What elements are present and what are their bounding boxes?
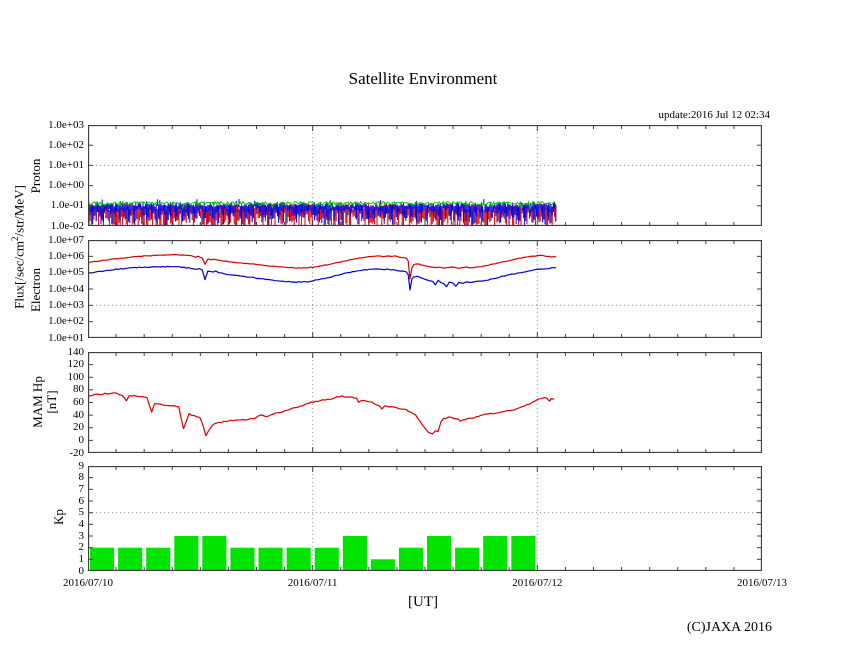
kp-bar [370, 559, 395, 570]
panel-border [88, 240, 762, 338]
proton-green-series [88, 200, 556, 211]
kp-ytick-label: 1 [78, 552, 85, 565]
kp-bar [146, 547, 171, 570]
mam-ytick-label: 100 [67, 370, 85, 383]
kp-bar [427, 536, 452, 570]
mam-ytick-label: 80 [73, 383, 84, 396]
kp-bar [230, 547, 255, 570]
proton-ytick-label: 1.0e+03 [48, 118, 84, 131]
kp-ytick-label: 2 [78, 541, 85, 554]
kp-bar [398, 547, 423, 570]
kp-bar [118, 547, 143, 570]
kp-ytick-label: 3 [78, 529, 85, 542]
proton-ytick-label: 1.0e+01 [48, 158, 84, 171]
kp-bar [258, 547, 283, 570]
kp-bar [174, 536, 199, 570]
kp-ytick-label: 5 [78, 506, 85, 519]
kp-bar [90, 547, 115, 570]
electron-ytick-label: 1.0e+02 [48, 315, 84, 328]
update-timestamp: update:2016 Jul 12 02:34 [658, 109, 770, 121]
electron-ytick-label: 1.0e+06 [48, 249, 84, 262]
kp-bar [202, 536, 227, 570]
electron-ytick-label: 1.0e+07 [48, 233, 84, 246]
kp-bar [342, 536, 367, 570]
mam-ytick-label: 0 [78, 433, 85, 446]
kp-bar [455, 547, 480, 570]
mam-ytick-label: -20 [69, 446, 84, 459]
kp-ytick-label: 0 [78, 564, 85, 577]
kp-ytick-label: 8 [78, 471, 85, 484]
mam-ytick-label: 60 [73, 396, 84, 408]
x-date-label: 2016/07/11 [287, 577, 338, 589]
panel-border [88, 352, 762, 453]
kp-ytick-label: 6 [78, 494, 85, 507]
kp-bar [314, 547, 339, 570]
kp-ytick-label: 4 [78, 517, 85, 530]
mam-hp-red-series [88, 392, 555, 437]
x-date-label: 2016/07/13 [736, 577, 788, 589]
mam-ytick-label: 140 [67, 345, 85, 358]
panel-border [88, 125, 762, 226]
x-axis-unit-label: [UT] [408, 594, 438, 610]
mam-ytick-label: 120 [67, 358, 85, 371]
electron-ytick-label: 1.0e+01 [48, 331, 84, 344]
kp-bar [511, 536, 536, 570]
panel-border [88, 466, 762, 571]
electron-red-series [88, 253, 557, 280]
electron-ytick-label: 1.0e+03 [48, 298, 84, 311]
kp-ytick-label: 7 [78, 482, 85, 495]
proton-ytick-label: 1.0e-01 [50, 199, 84, 212]
figure-title: Satellite Environment [348, 69, 498, 88]
panel-electron [88, 240, 762, 338]
electron-ytick-label: 1.0e+05 [48, 266, 84, 279]
electron-blue-series [88, 265, 557, 291]
proton-ytick-label: 1.0e+02 [48, 138, 84, 151]
copyright-label: (C)JAXA 2016 [686, 620, 772, 635]
panel-mam [88, 352, 762, 453]
panel-kp [88, 466, 762, 571]
x-date-label: 2016/07/10 [62, 577, 114, 589]
kp-bar [286, 547, 311, 570]
proton-ytick-label: 1.0e+00 [48, 179, 84, 192]
kp-ytick-label: 9 [78, 459, 85, 472]
panel-proton [88, 125, 762, 226]
kp-bar [483, 536, 508, 570]
mam-ytick-label: 20 [73, 421, 84, 434]
electron-ytick-label: 1.0e+04 [48, 282, 84, 295]
x-date-label: 2016/07/12 [512, 577, 563, 589]
mam-ytick-label: 40 [73, 408, 84, 421]
proton-ytick-label: 1.0e-02 [50, 219, 84, 232]
